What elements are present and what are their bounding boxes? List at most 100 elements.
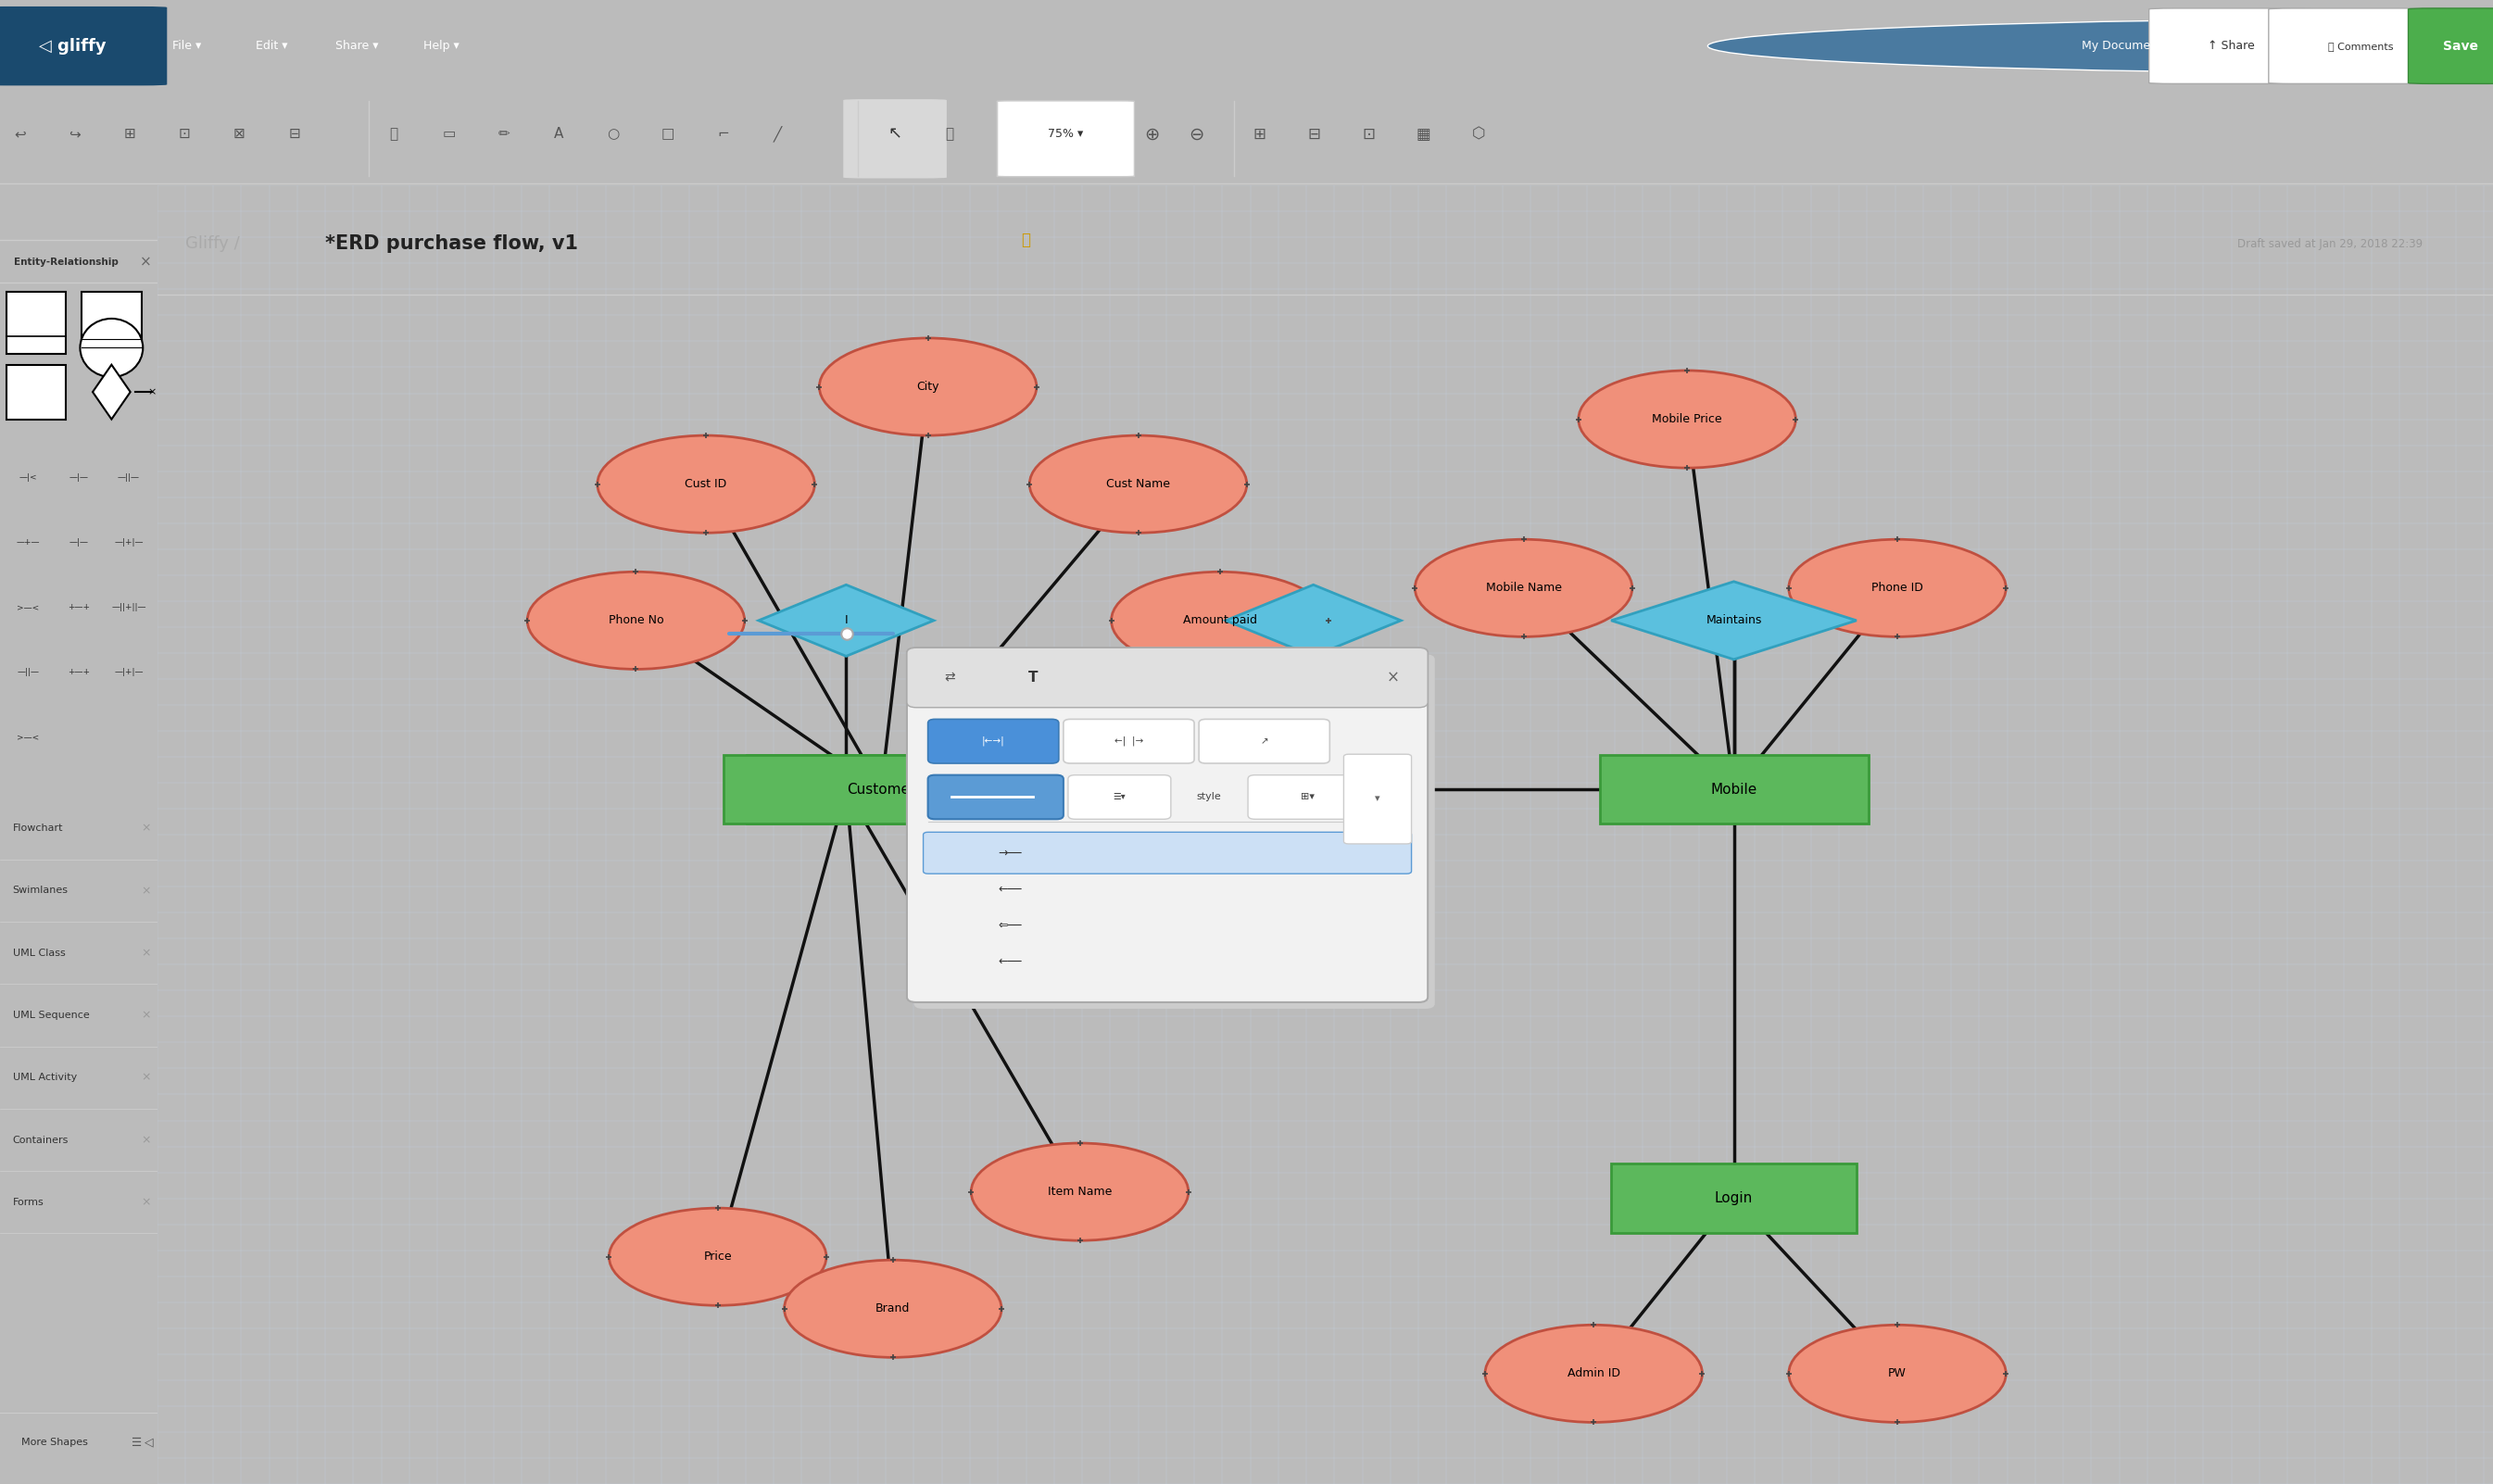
Text: 💬 Comments: 💬 Comments — [2328, 42, 2393, 50]
Polygon shape — [1610, 582, 1857, 659]
Ellipse shape — [820, 338, 1037, 435]
Text: ⊟: ⊟ — [289, 128, 299, 141]
Text: Share ▾: Share ▾ — [334, 40, 379, 52]
FancyBboxPatch shape — [927, 775, 1065, 819]
Text: ▭: ▭ — [441, 128, 456, 141]
Text: ×: × — [1386, 669, 1399, 686]
Text: ×: × — [142, 1134, 152, 1146]
Text: ⊞: ⊞ — [1251, 126, 1266, 142]
Text: |←→|: |←→| — [982, 736, 1005, 746]
Text: ×: × — [142, 1071, 152, 1083]
Text: ⇐──: ⇐── — [997, 920, 1022, 932]
Text: More Shapes: More Shapes — [22, 1438, 87, 1447]
Text: —|+|—: —|+|— — [115, 539, 145, 546]
Text: 🔒: 🔒 — [1022, 232, 1030, 248]
Text: ✋: ✋ — [945, 128, 955, 141]
Polygon shape — [1197, 751, 1431, 828]
Text: ×: × — [147, 387, 157, 396]
Text: ☰: ☰ — [132, 1437, 142, 1448]
Text: ⊡: ⊡ — [179, 128, 189, 141]
Text: Gliffy /: Gliffy / — [184, 236, 244, 252]
FancyBboxPatch shape — [748, 755, 1015, 824]
Ellipse shape — [972, 1143, 1189, 1241]
Text: ◁: ◁ — [145, 1437, 155, 1448]
Text: Cust ID: Cust ID — [686, 478, 728, 490]
Text: ◁ gliffy: ◁ gliffy — [40, 37, 105, 55]
FancyBboxPatch shape — [1249, 775, 1366, 819]
Text: ×: × — [142, 822, 152, 834]
Text: My Documents ▾: My Documents ▾ — [2082, 40, 2179, 52]
Text: —|<: —|< — [20, 473, 37, 482]
FancyBboxPatch shape — [907, 647, 1428, 1002]
Text: ╱: ╱ — [773, 126, 783, 142]
Text: ✏: ✏ — [499, 128, 509, 141]
Text: Cust Name: Cust Name — [1107, 478, 1169, 490]
Text: +—+: +—+ — [67, 668, 90, 677]
FancyBboxPatch shape — [927, 720, 1060, 763]
FancyBboxPatch shape — [2269, 9, 2453, 83]
Text: Mobile: Mobile — [1710, 782, 1758, 797]
Text: 75% ▾: 75% ▾ — [1047, 128, 1084, 139]
Ellipse shape — [785, 1260, 1002, 1358]
Text: Phone No: Phone No — [608, 614, 663, 626]
Text: ⊠: ⊠ — [234, 128, 244, 141]
Text: Amount paid: Amount paid — [1182, 614, 1256, 626]
FancyBboxPatch shape — [82, 292, 142, 355]
Text: Containers: Containers — [12, 1135, 67, 1144]
Text: Mobile Name: Mobile Name — [1486, 582, 1561, 594]
FancyBboxPatch shape — [1199, 720, 1329, 763]
Ellipse shape — [1486, 1325, 1703, 1422]
Text: +—+: +—+ — [67, 604, 90, 611]
Text: ⊕: ⊕ — [1144, 125, 1159, 142]
FancyBboxPatch shape — [915, 654, 1436, 1009]
Text: Draft saved at Jan 29, 2018 22:39: Draft saved at Jan 29, 2018 22:39 — [2239, 237, 2423, 249]
Text: Save: Save — [2443, 40, 2478, 52]
Text: ×: × — [142, 947, 152, 959]
Text: ←──: ←── — [997, 956, 1022, 968]
Text: Swimlanes: Swimlanes — [12, 886, 67, 895]
Text: Customer: Customer — [848, 782, 915, 797]
Text: Flowchart: Flowchart — [12, 824, 62, 833]
Text: —||—: —||— — [117, 473, 140, 482]
Ellipse shape — [1787, 539, 2007, 637]
FancyBboxPatch shape — [843, 98, 947, 180]
Ellipse shape — [1578, 371, 1795, 467]
Text: T: T — [1030, 671, 1037, 684]
Text: ☰▾: ☰▾ — [1114, 792, 1127, 801]
Text: I: I — [845, 614, 848, 626]
Text: ○: ○ — [608, 128, 618, 141]
Text: —|—: —|— — [70, 539, 87, 546]
Text: Brand: Brand — [875, 1303, 910, 1315]
FancyBboxPatch shape — [723, 755, 970, 824]
Text: ⊞▾: ⊞▾ — [1301, 792, 1314, 801]
Text: 🔗: 🔗 — [389, 128, 399, 141]
Text: File ▾: File ▾ — [172, 40, 202, 52]
Text: ×: × — [142, 884, 152, 896]
Text: ←──: ←── — [997, 883, 1022, 895]
Text: ⊟: ⊟ — [1306, 126, 1321, 142]
Text: —+—: —+— — [17, 539, 40, 546]
Text: Forms: Forms — [12, 1198, 45, 1206]
Text: UML Activity: UML Activity — [12, 1073, 77, 1082]
Text: Mobile Price: Mobile Price — [1653, 413, 1723, 426]
Text: ⊞: ⊞ — [125, 128, 135, 141]
Text: ←|  |→: ←| |→ — [1114, 736, 1144, 746]
Ellipse shape — [1416, 539, 1633, 637]
Text: Login: Login — [1715, 1192, 1753, 1205]
Text: ▾: ▾ — [1376, 794, 1381, 804]
Text: >—<: >—< — [17, 604, 40, 611]
Text: ×: × — [142, 1196, 152, 1208]
Text: Purchase: Purchase — [1286, 784, 1339, 795]
Ellipse shape — [1787, 1325, 2007, 1422]
FancyBboxPatch shape — [2408, 9, 2493, 83]
Text: ↪: ↪ — [70, 128, 80, 141]
FancyBboxPatch shape — [922, 833, 1411, 874]
Text: ⊖: ⊖ — [1189, 125, 1204, 142]
Circle shape — [1708, 18, 2493, 74]
Ellipse shape — [529, 571, 745, 669]
Text: *ERD purchase flow, v1: *ERD purchase flow, v1 — [324, 234, 578, 254]
Text: ⊡: ⊡ — [1361, 126, 1376, 142]
Text: ×: × — [140, 255, 152, 269]
FancyBboxPatch shape — [1344, 754, 1411, 844]
FancyBboxPatch shape — [997, 101, 1134, 177]
